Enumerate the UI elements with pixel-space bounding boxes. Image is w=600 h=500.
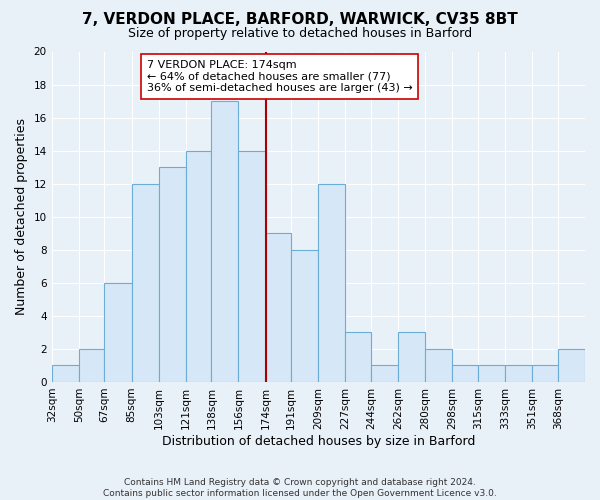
Bar <box>452 366 478 382</box>
Bar <box>478 366 505 382</box>
Bar <box>425 349 452 382</box>
Bar <box>319 184 346 382</box>
Bar <box>346 332 371 382</box>
Bar <box>505 366 532 382</box>
Bar <box>398 332 425 382</box>
Bar <box>131 184 158 382</box>
Text: Size of property relative to detached houses in Barford: Size of property relative to detached ho… <box>128 28 472 40</box>
Bar <box>238 150 266 382</box>
Bar <box>186 150 211 382</box>
Bar <box>79 349 104 382</box>
Bar <box>158 167 186 382</box>
Bar <box>211 101 238 382</box>
Bar <box>266 234 291 382</box>
Text: 7, VERDON PLACE, BARFORD, WARWICK, CV35 8BT: 7, VERDON PLACE, BARFORD, WARWICK, CV35 … <box>82 12 518 28</box>
Text: Contains HM Land Registry data © Crown copyright and database right 2024.
Contai: Contains HM Land Registry data © Crown c… <box>103 478 497 498</box>
Bar <box>371 366 398 382</box>
Bar <box>52 366 79 382</box>
Bar <box>558 349 585 382</box>
Y-axis label: Number of detached properties: Number of detached properties <box>15 118 28 315</box>
Text: 7 VERDON PLACE: 174sqm
← 64% of detached houses are smaller (77)
36% of semi-det: 7 VERDON PLACE: 174sqm ← 64% of detached… <box>146 60 412 93</box>
Bar <box>532 366 558 382</box>
Bar <box>104 283 131 382</box>
X-axis label: Distribution of detached houses by size in Barford: Distribution of detached houses by size … <box>161 434 475 448</box>
Bar <box>291 250 319 382</box>
